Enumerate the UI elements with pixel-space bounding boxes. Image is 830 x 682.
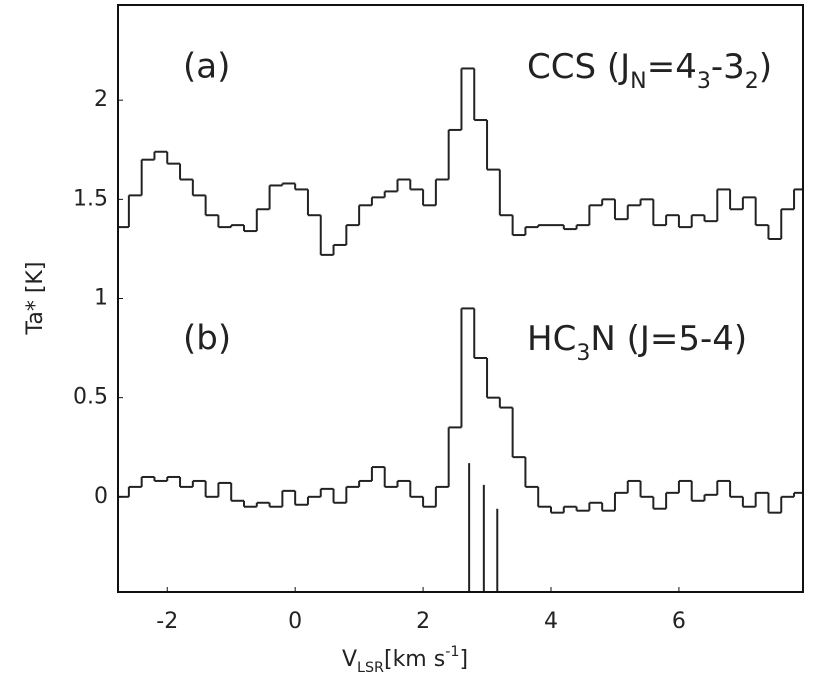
label-part: HC [527,319,576,359]
y-tick-label: 0.5 [73,385,108,410]
label-part: 3 [576,340,590,366]
label-part: =4 [647,47,697,87]
panel-label: (b) [183,319,231,359]
label-part: N (J=5-4) [590,319,747,359]
y-tick-label: 2 [94,87,108,112]
y-axis-label: Ta* [K] [23,262,48,336]
label-part: CCS (J [527,47,630,87]
label-part: ] [459,647,468,672]
plot-area [118,67,803,592]
label-part: -3 [711,47,745,87]
label-part: 2 [745,68,759,94]
x-tick-label: 4 [544,609,558,634]
x-axis-label: VLSR[km s-1] [342,644,468,676]
label-part: ) [759,47,772,87]
label-part: V [342,647,357,672]
y-tick-label: 1.5 [73,186,108,211]
x-tick-label: -2 [156,609,178,634]
label-part: N [630,68,647,94]
label-part: [km s [384,647,445,672]
x-tick-label: 2 [416,609,430,634]
panel-label: (a) [183,47,230,87]
x-tick-label: 6 [672,609,686,634]
label-part: 3 [697,68,711,94]
series-label: CCS (JN=43-32) [527,47,772,94]
y-tick-label: 1 [94,286,108,311]
series-label: HC3N (J=5-4) [527,319,747,366]
label-part: LSR [357,660,384,676]
y-tick-label: 0 [94,484,108,509]
x-tick-label: 0 [288,609,302,634]
label-part: -1 [445,644,459,660]
